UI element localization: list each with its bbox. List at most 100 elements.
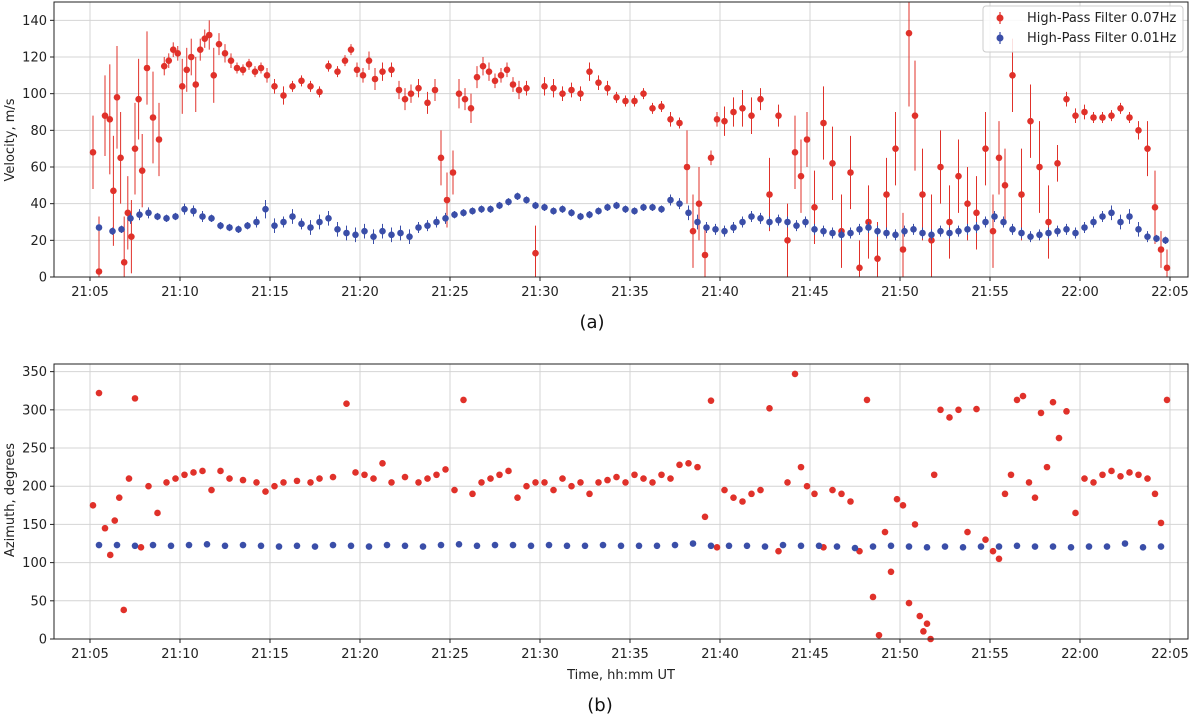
legend-box	[982, 5, 1184, 53]
data-point	[1036, 231, 1043, 239]
data-point	[289, 213, 296, 220]
x-tick-label: 21:55	[971, 647, 1008, 662]
data-point	[658, 471, 665, 479]
data-point	[1027, 233, 1034, 240]
data-point	[135, 95, 142, 103]
data-point	[263, 72, 271, 79]
data-point	[449, 169, 457, 176]
data-point	[613, 202, 620, 209]
data-point	[797, 463, 805, 471]
data-point	[1157, 519, 1165, 527]
data-point	[1151, 204, 1159, 211]
data-point	[262, 205, 269, 213]
data-point	[442, 215, 449, 222]
data-point	[1018, 191, 1025, 198]
data-point	[829, 486, 836, 494]
data-point	[1025, 479, 1033, 486]
data-point	[419, 543, 427, 550]
data-point	[829, 160, 836, 167]
data-point	[485, 68, 493, 75]
data-point	[892, 231, 899, 239]
data-point	[341, 57, 349, 64]
data-point	[192, 81, 200, 88]
data-point	[887, 568, 895, 576]
data-point	[167, 542, 175, 550]
data-point	[257, 64, 265, 72]
data-point	[1099, 213, 1106, 220]
data-point	[905, 599, 913, 607]
data-point	[982, 145, 989, 152]
x-tick-label: 21:20	[341, 647, 378, 662]
data-point	[874, 227, 881, 235]
grid-b	[54, 364, 1188, 640]
panel-a: 21:05 21:10 21:15 21:20 21:25 21:30 21:35 21:40…	[3, 1, 1189, 333]
data-point	[298, 220, 305, 228]
data-point	[172, 475, 179, 482]
y-tick-label: 100	[22, 87, 47, 102]
data-point	[172, 213, 179, 220]
x-tick-label: 21:20	[341, 285, 378, 300]
x-tick-label: 21:35	[611, 647, 648, 662]
data-point	[989, 547, 997, 555]
data-point	[833, 543, 841, 550]
data-point	[550, 207, 557, 215]
x-tick-label: 21:45	[791, 647, 828, 662]
data-point	[851, 544, 859, 552]
data-point	[89, 149, 97, 156]
data-point	[586, 490, 593, 498]
data-point	[165, 57, 173, 64]
data-point	[215, 40, 223, 48]
series-a	[89, 2, 1171, 277]
data-point	[604, 204, 611, 211]
data-point	[271, 83, 278, 90]
data-point	[784, 218, 791, 226]
data-point	[713, 116, 721, 123]
data-point	[1108, 467, 1115, 475]
data-point	[316, 218, 323, 226]
data-point	[856, 264, 863, 272]
data-point	[784, 237, 791, 244]
data-point	[117, 154, 124, 162]
data-point	[964, 528, 971, 536]
data-point	[149, 541, 157, 549]
x-tick-label: 21:25	[431, 647, 468, 662]
data-point	[875, 631, 883, 639]
data-point	[1163, 396, 1171, 404]
data-point	[775, 112, 782, 119]
data-point	[383, 541, 391, 549]
data-point	[676, 461, 683, 469]
x-tick-label: 21:10	[161, 285, 198, 300]
data-point	[923, 620, 931, 628]
data-point	[271, 222, 278, 229]
data-point	[599, 541, 607, 549]
y-axis-label-b: Azimuth, degrees	[3, 443, 18, 557]
data-point	[1126, 114, 1133, 121]
x-tick-label: 21:35	[611, 285, 648, 300]
data-point	[1072, 509, 1079, 517]
data-point	[613, 473, 620, 481]
data-point	[1000, 218, 1007, 226]
data-point	[1085, 543, 1093, 550]
data-point	[721, 486, 728, 494]
data-point	[145, 209, 152, 217]
data-point	[964, 200, 971, 207]
x-tick-label: 21:40	[701, 647, 738, 662]
data-point	[509, 81, 517, 88]
data-point	[455, 540, 463, 548]
y-tick-label: 80	[30, 124, 47, 139]
data-point	[1126, 469, 1133, 476]
data-point	[460, 209, 467, 217]
data-point	[640, 204, 647, 211]
data-point	[89, 502, 97, 509]
data-point	[766, 405, 773, 412]
data-point	[919, 229, 926, 237]
data-point	[1090, 479, 1097, 486]
data-point	[1103, 543, 1111, 550]
data-point	[964, 226, 971, 233]
data-point	[371, 75, 379, 83]
data-point	[550, 486, 557, 494]
data-point	[815, 542, 823, 550]
x-tick-label: 21:55	[971, 285, 1008, 300]
data-point	[125, 475, 133, 482]
data-point	[649, 479, 656, 486]
